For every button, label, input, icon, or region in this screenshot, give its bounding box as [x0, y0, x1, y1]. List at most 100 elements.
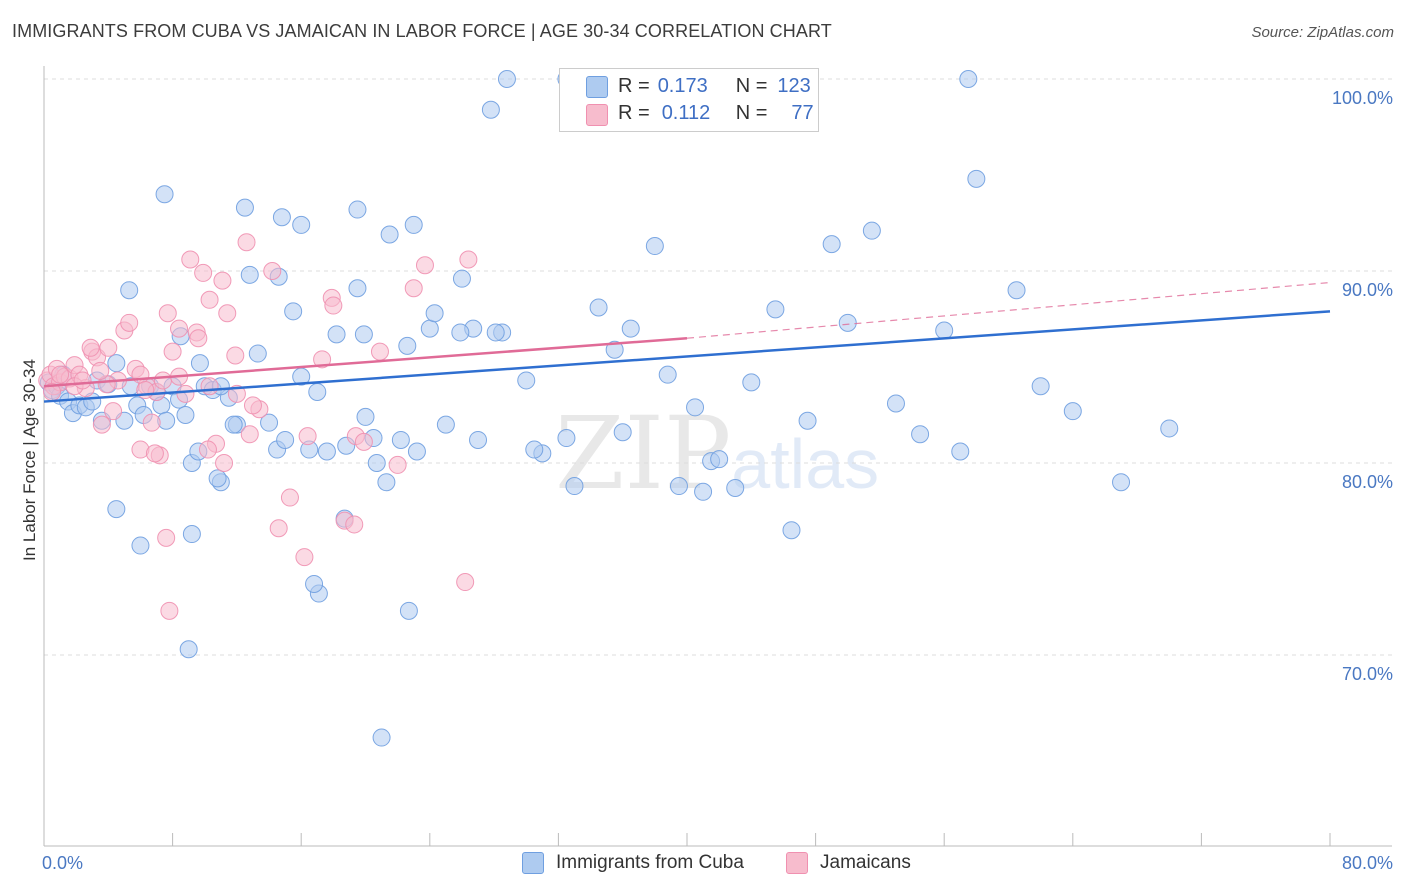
data-point-jamaicans: [404, 279, 423, 298]
data-point-cuba: [420, 319, 439, 338]
data-point-cuba: [377, 473, 396, 492]
data-point-jamaicans: [243, 396, 262, 415]
legend-swatch: [522, 852, 544, 874]
y-tick-label: 70.0%: [1342, 664, 1393, 684]
legend-swatch-cuba: [586, 76, 608, 98]
data-point-cuba: [798, 411, 817, 430]
data-point-cuba: [292, 215, 311, 234]
data-point-jamaicans: [218, 304, 237, 323]
data-point-cuba: [208, 469, 227, 488]
data-point-jamaicans: [176, 384, 195, 403]
data-point-cuba: [327, 325, 346, 344]
data-point-cuba: [272, 208, 291, 227]
data-point-cuba: [182, 525, 201, 544]
data-point-cuba: [589, 298, 608, 317]
data-point-jamaicans: [200, 377, 219, 396]
r-label: R =: [618, 101, 650, 124]
data-point-jamaicans: [73, 371, 92, 390]
data-point-cuba: [862, 221, 881, 240]
data-point-cuba: [686, 398, 705, 417]
data-point-cuba: [822, 235, 841, 254]
data-point-jamaicans: [215, 454, 234, 472]
data-point-cuba: [398, 336, 417, 355]
data-point-cuba: [658, 365, 677, 384]
data-point-cuba: [1007, 281, 1026, 300]
data-point-cuba: [190, 354, 209, 373]
data-point-cuba: [391, 430, 410, 449]
data-point-cuba: [886, 394, 905, 413]
data-point-cuba: [179, 640, 198, 659]
data-point-cuba: [481, 100, 500, 119]
x-tick-label: 80.0%: [1342, 853, 1393, 873]
data-point-cuba: [497, 70, 516, 88]
data-point-cuba: [155, 185, 174, 204]
data-point-jamaicans: [163, 342, 182, 361]
watermark-atlas: atlas: [731, 425, 880, 503]
data-point-jamaicans: [280, 488, 299, 507]
data-point-cuba: [1112, 473, 1131, 492]
data-point-jamaicans: [91, 361, 110, 380]
data-point-cuba: [959, 70, 978, 88]
data-point-jamaicans: [354, 432, 373, 451]
data-point-cuba: [694, 482, 713, 501]
data-point-jamaicans: [99, 338, 118, 357]
data-point-cuba: [276, 430, 295, 449]
data-point-cuba: [348, 200, 367, 219]
data-point-cuba: [726, 478, 745, 497]
data-point-cuba: [348, 279, 367, 298]
legend-swatch-jamaicans: [586, 104, 608, 126]
data-point-jamaicans: [295, 548, 314, 567]
data-point-cuba: [235, 198, 254, 217]
data-point-cuba: [305, 574, 324, 593]
data-point-cuba: [380, 225, 399, 244]
data-point-cuba: [260, 413, 279, 432]
data-point-cuba: [621, 319, 640, 338]
data-point-cuba: [176, 406, 195, 424]
data-point-cuba: [407, 442, 426, 461]
legend-row-cuba: R = 0.173 N = 123: [618, 73, 811, 99]
data-point-jamaicans: [104, 402, 123, 421]
data-point-jamaicans: [200, 290, 219, 309]
data-point-cuba: [367, 454, 386, 472]
data-point-jamaicans: [51, 365, 70, 384]
data-point-jamaicans: [213, 271, 232, 290]
data-point-cuba: [1063, 402, 1082, 421]
x-tick-label: 0.0%: [42, 853, 83, 873]
legend-label: Jamaicans: [820, 852, 911, 873]
data-point-cuba: [613, 423, 632, 442]
data-point-jamaicans: [269, 519, 288, 538]
legend-swatch: [786, 852, 808, 874]
data-point-jamaicans: [142, 413, 161, 432]
data-point-cuba: [452, 269, 471, 288]
y-tick-label: 100.0%: [1332, 88, 1393, 108]
data-point-jamaicans: [263, 262, 282, 280]
data-point-cuba: [451, 323, 470, 342]
r-value: 0.112: [661, 101, 711, 124]
n-label: N =: [735, 74, 768, 97]
data-point-jamaicans: [237, 233, 256, 252]
data-point-jamaicans: [227, 384, 246, 403]
legend-label: Immigrants from Cuba: [556, 852, 744, 873]
data-point-cuba: [911, 425, 930, 444]
data-point-cuba: [356, 407, 375, 426]
y-tick-label: 90.0%: [1342, 280, 1393, 300]
data-point-cuba: [399, 601, 418, 620]
r-label: R =: [618, 74, 650, 97]
data-point-cuba: [308, 382, 327, 401]
data-point-cuba: [669, 477, 688, 496]
data-point-cuba: [557, 429, 576, 448]
data-point-cuba: [1160, 419, 1179, 438]
data-point-jamaicans: [157, 528, 176, 547]
data-point-cuba: [224, 415, 243, 434]
data-point-jamaicans: [459, 250, 478, 269]
trend-line-cuba: [43, 310, 1331, 403]
source-label: Source: ZipAtlas.com: [1251, 24, 1394, 41]
data-point-jamaicans: [415, 256, 434, 275]
data-point-cuba: [404, 215, 423, 234]
y-tick-label: 80.0%: [1342, 472, 1393, 492]
data-point-jamaicans: [81, 338, 100, 357]
data-point-cuba: [317, 442, 336, 461]
data-point-jamaicans: [240, 425, 259, 444]
data-point-jamaicans: [170, 319, 189, 338]
data-point-jamaicans: [298, 427, 317, 446]
